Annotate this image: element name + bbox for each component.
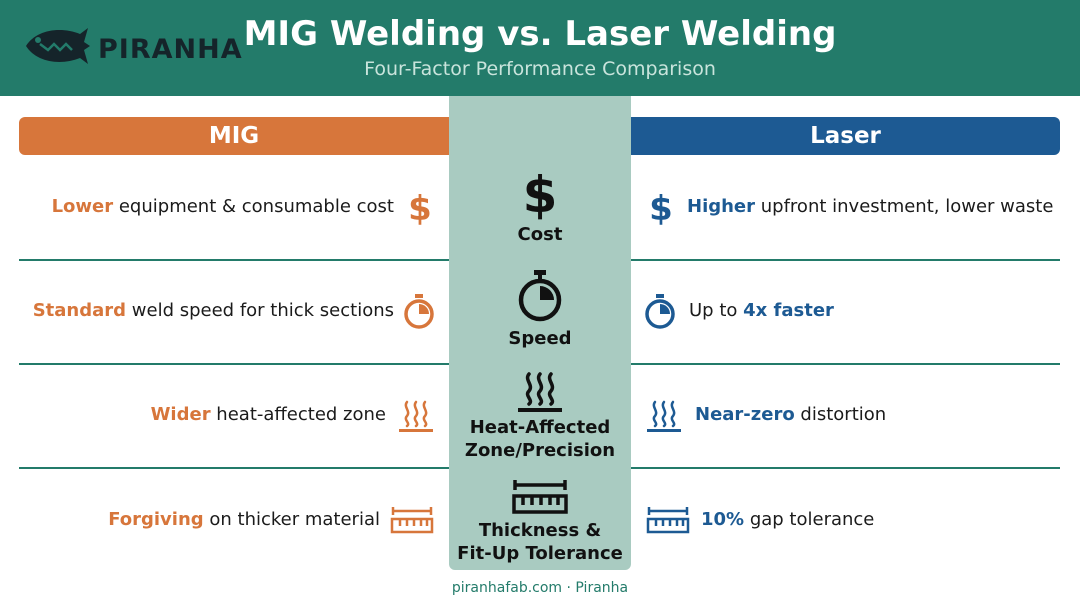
heat-waves-icon xyxy=(518,372,562,412)
factor-label-speed: Speed xyxy=(508,328,572,349)
page-title: MIG Welding vs. Laser Welding xyxy=(243,14,837,54)
ruler-icon xyxy=(390,507,434,534)
mig-cost-text: Lower equipment & consumable cost xyxy=(52,195,394,219)
mig-thickness-highlight: Forgiving xyxy=(108,509,204,530)
dollar-icon: $ xyxy=(523,166,558,220)
ruler-icon xyxy=(646,507,690,534)
factor-label-cost: Cost xyxy=(517,224,563,245)
laser-speed-prefix: Up to xyxy=(689,300,744,321)
mig-column-header: MIG xyxy=(19,117,449,155)
laser-cost-text: Higher upfront investment, lower waste xyxy=(687,195,1053,219)
mig-cost-detail: equipment & consumable cost xyxy=(113,196,394,217)
row-divider xyxy=(631,363,1060,365)
factor-label-thickness-line1: Thickness & xyxy=(478,520,602,541)
ruler-icon xyxy=(512,480,568,514)
laser-heat-highlight: Near-zero xyxy=(695,404,795,425)
heat-waves-icon xyxy=(399,400,433,432)
mig-speed-detail: weld speed for thick sections xyxy=(126,300,394,321)
laser-speed-highlight: 4x faster xyxy=(743,300,834,321)
header-banner: PIRANHA MIG Welding vs. Laser Welding Fo… xyxy=(0,0,1080,96)
laser-speed-text: Up to 4x faster xyxy=(689,299,834,323)
laser-heat-text: Near-zero distortion xyxy=(695,403,886,427)
row-divider xyxy=(19,259,449,261)
laser-column-header: Laser xyxy=(631,117,1060,155)
mig-thickness-text: Forgiving on thicker material xyxy=(108,508,380,532)
dollar-icon: $ xyxy=(649,189,673,226)
mig-speed-highlight: Standard xyxy=(32,300,127,321)
laser-thickness-text: 10% gap tolerance xyxy=(701,508,874,532)
stopwatch-icon xyxy=(518,270,562,322)
factor-label-heat-line2: Zone/Precision xyxy=(464,440,616,461)
mig-heat-highlight: Wider xyxy=(150,404,211,425)
laser-cost-highlight: Higher xyxy=(687,196,756,217)
svg-text:$: $ xyxy=(523,166,558,220)
mig-thickness-detail: on thicker material xyxy=(203,509,380,530)
piranha-fish-icon xyxy=(26,28,90,64)
brand-name: PIRANHA xyxy=(98,34,243,65)
brand-logo[interactable]: PIRANHA xyxy=(22,22,262,72)
row-divider xyxy=(19,363,449,365)
stopwatch-icon xyxy=(404,294,434,329)
dollar-icon: $ xyxy=(408,189,432,226)
mig-heat-detail: heat-affected zone xyxy=(210,404,386,425)
laser-cost-detail: upfront investment, lower waste xyxy=(755,196,1054,217)
mig-speed-text: Standard weld speed for thick sections xyxy=(33,299,394,323)
mig-heat-text: Wider heat-affected zone xyxy=(151,403,386,427)
laser-thickness-detail: gap tolerance xyxy=(744,509,875,530)
heat-waves-icon xyxy=(647,400,681,432)
laser-heat-detail: distortion xyxy=(794,404,887,425)
page-subtitle: Four-Factor Performance Comparison xyxy=(364,58,716,80)
factor-label-heat-line1: Heat-Affected xyxy=(469,417,611,438)
factor-label-thickness-line2: Fit-Up Tolerance xyxy=(457,543,623,564)
row-divider xyxy=(631,259,1060,261)
laser-thickness-highlight: 10% xyxy=(701,509,745,530)
row-divider xyxy=(19,467,449,469)
factor-label-heat: Heat-Affected Zone/Precision xyxy=(449,416,631,462)
mig-cost-highlight: Lower xyxy=(51,196,114,217)
factor-label-thickness: Thickness & Fit-Up Tolerance xyxy=(449,519,631,565)
svg-text:$: $ xyxy=(408,189,432,226)
row-divider xyxy=(631,467,1060,469)
stopwatch-icon xyxy=(645,294,675,329)
factor-column xyxy=(449,96,631,570)
svg-text:$: $ xyxy=(649,189,673,226)
footer-link[interactable]: piranhafab.com · Piranha xyxy=(451,580,629,596)
